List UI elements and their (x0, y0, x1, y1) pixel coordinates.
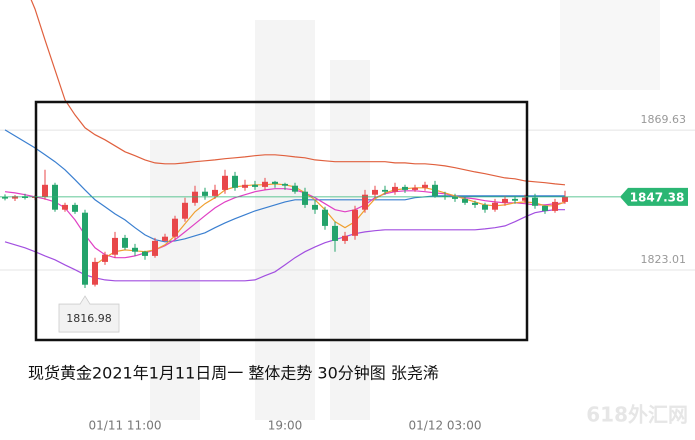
candle-body (72, 204, 78, 212)
candle-body (122, 237, 128, 248)
candle-body (542, 205, 548, 211)
highlight-box (34, 100, 529, 342)
candle-body (502, 198, 508, 203)
y-tick-label: 1823.01 (641, 253, 687, 266)
candle-body (362, 194, 368, 210)
indicator-line (4, 129, 565, 243)
candle-body (382, 189, 388, 192)
candle-body (522, 197, 528, 201)
candle-body (252, 184, 258, 187)
candle-body (2, 196, 8, 199)
y-tick-label: 1869.63 (641, 113, 687, 126)
candle-body (282, 183, 288, 186)
background-decor (150, 0, 660, 420)
candle-body (62, 204, 68, 210)
last-price-label: 1847.38 (630, 190, 685, 204)
candle-body (412, 187, 418, 190)
candle-body (242, 184, 248, 188)
x-tick-label: 01/11 11:00 (89, 419, 162, 433)
candle-body (292, 185, 298, 192)
last-price-tag (620, 187, 688, 206)
candle-body (392, 186, 398, 192)
candles (2, 169, 568, 289)
candle-body (222, 175, 228, 190)
candle-body (82, 212, 88, 285)
low-label: 1816.98 (66, 312, 112, 325)
candle-body (172, 218, 178, 237)
candle-body (442, 195, 448, 197)
candle-body (302, 191, 308, 205)
candle-body (432, 184, 438, 196)
watermark: 618外汇网 (586, 403, 688, 427)
candle-body (342, 235, 348, 241)
candle-body (482, 204, 488, 210)
candle-body (112, 237, 118, 255)
candle-body (422, 184, 428, 188)
candle-body (262, 181, 268, 187)
candle-body (332, 225, 338, 241)
candle-body (552, 201, 558, 211)
candle-body (492, 202, 498, 210)
candle-body (462, 198, 468, 203)
candle-body (562, 196, 568, 202)
grid: 1869.63 1823.01 (0, 113, 695, 271)
caption: 现货黄金2021年1月11日周一 整体走势 30分钟图 张尧浠 (28, 364, 439, 383)
candle-body (12, 196, 18, 199)
candle-body (212, 189, 218, 196)
candle-body (452, 196, 458, 199)
overlay: 01/11 11:00 19:00 01/12 03:00 1847.38 1816.9… (0, 187, 688, 433)
candle-body (202, 191, 208, 196)
candle-body (42, 184, 48, 197)
candle-body (312, 204, 318, 210)
candle-body (162, 236, 168, 241)
candle-body (402, 186, 408, 190)
candle-body (472, 202, 478, 205)
candle-body (532, 197, 538, 206)
x-tick-label: 01/12 03:00 (409, 419, 482, 433)
x-tick-label: 19:00 (268, 419, 303, 433)
candle-body (182, 202, 188, 219)
candle-body (142, 251, 148, 256)
candle-body (352, 209, 358, 236)
candle-body (132, 247, 138, 252)
candle-body (102, 254, 108, 262)
candle-body (232, 175, 238, 188)
low-pointer (58, 295, 120, 333)
candle-body (372, 189, 378, 195)
candle-body (152, 240, 158, 256)
candle-body (512, 198, 518, 201)
indicator-line (30, 0, 566, 186)
candle-body (322, 209, 328, 226)
candle-body (92, 261, 98, 285)
indicator-line (4, 209, 565, 282)
candle-body (272, 181, 278, 184)
